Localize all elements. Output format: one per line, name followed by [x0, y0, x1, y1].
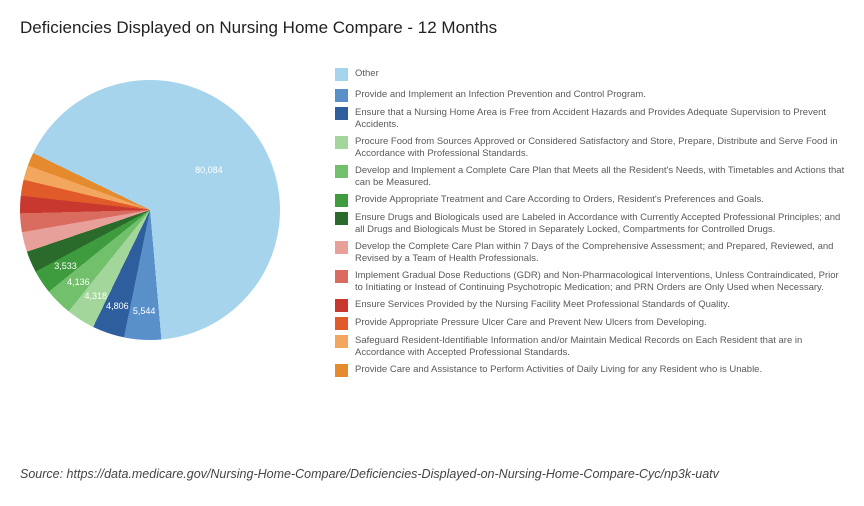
legend-label: Provide Care and Assistance to Perform A…	[355, 364, 762, 376]
legend-swatch	[335, 165, 348, 178]
slice-value-label: 4,806	[106, 301, 129, 311]
legend-swatch	[335, 212, 348, 225]
legend-label: Safeguard Resident-Identifiable Informat…	[355, 335, 845, 359]
legend-label: Ensure Drugs and Biologicals used are La…	[355, 212, 845, 236]
slice-value-label: 80,084	[195, 165, 223, 175]
legend-swatch	[335, 335, 348, 348]
legend-item: Develop and Implement a Complete Care Pl…	[335, 165, 845, 189]
legend-swatch	[335, 68, 348, 81]
legend-item: Safeguard Resident-Identifiable Informat…	[335, 335, 845, 359]
legend-item: Provide Appropriate Pressure Ulcer Care …	[335, 317, 845, 330]
legend-item: Ensure Drugs and Biologicals used are La…	[335, 212, 845, 236]
legend-item: Provide Care and Assistance to Perform A…	[335, 364, 845, 377]
legend-item: Provide Appropriate Treatment and Care A…	[335, 194, 845, 207]
legend-label: Ensure Services Provided by the Nursing …	[355, 299, 730, 311]
legend-swatch	[335, 107, 348, 120]
legend-item: Provide and Implement an Infection Preve…	[335, 89, 845, 102]
legend: Other Provide and Implement an Infection …	[335, 68, 845, 382]
legend-swatch	[335, 194, 348, 207]
page-title: Deficiencies Displayed on Nursing Home C…	[20, 18, 497, 38]
legend-item: Procure Food from Sources Approved or Co…	[335, 136, 845, 160]
legend-swatch	[335, 270, 348, 283]
legend-label: Other	[355, 68, 379, 80]
legend-label: Develop and Implement a Complete Care Pl…	[355, 165, 845, 189]
pie-chart: 80,084 5,544 4,8064,318 4,136 3,533	[20, 80, 310, 370]
legend-label: Provide Appropriate Treatment and Care A…	[355, 194, 764, 206]
legend-swatch	[335, 299, 348, 312]
legend-item: Develop the Complete Care Plan within 7 …	[335, 241, 845, 265]
legend-swatch	[335, 241, 348, 254]
legend-swatch	[335, 317, 348, 330]
slice-value-label: 5,544	[133, 306, 156, 316]
legend-item: Ensure Services Provided by the Nursing …	[335, 299, 845, 312]
legend-item: Ensure that a Nursing Home Area is Free …	[335, 107, 845, 131]
source-text: Source: https://data.medicare.gov/Nursin…	[20, 467, 719, 481]
legend-label: Ensure that a Nursing Home Area is Free …	[355, 107, 845, 131]
legend-item: Implement Gradual Dose Reductions (GDR) …	[335, 270, 845, 294]
legend-label: Develop the Complete Care Plan within 7 …	[355, 241, 845, 265]
legend-label: Provide and Implement an Infection Preve…	[355, 89, 646, 101]
legend-swatch	[335, 136, 348, 149]
legend-label: Procure Food from Sources Approved or Co…	[355, 136, 845, 160]
slice-value-label: 4,136	[67, 277, 90, 287]
slice-value-label: 4,318	[84, 291, 107, 301]
legend-label: Implement Gradual Dose Reductions (GDR) …	[355, 270, 845, 294]
legend-swatch	[335, 364, 348, 377]
pie-graphic: 80,084 5,544 4,8064,318 4,136 3,533	[20, 80, 280, 340]
slice-value-label: 3,533	[54, 261, 77, 271]
legend-label: Provide Appropriate Pressure Ulcer Care …	[355, 317, 707, 329]
legend-swatch	[335, 89, 348, 102]
legend-item: Other	[335, 68, 845, 81]
